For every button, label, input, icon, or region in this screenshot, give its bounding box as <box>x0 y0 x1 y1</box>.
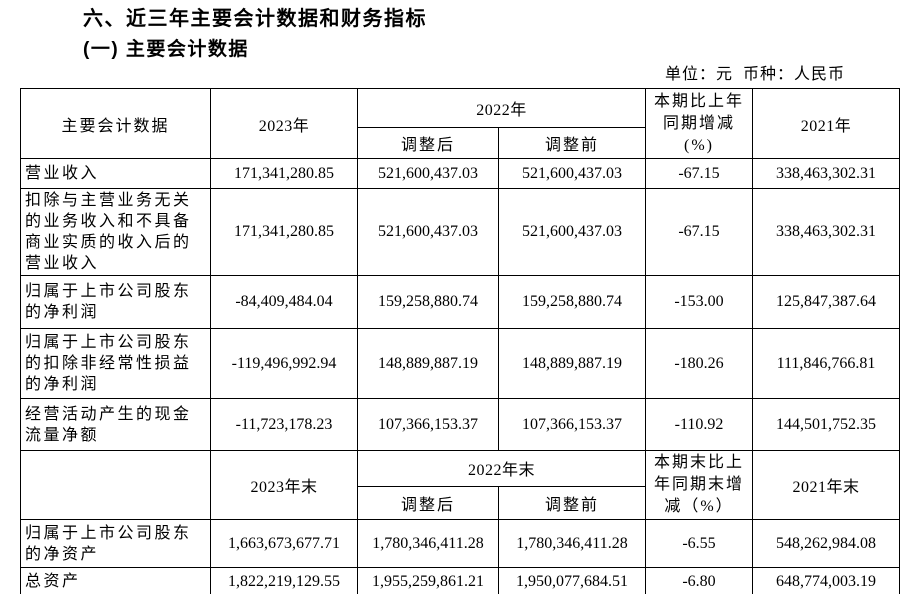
cell-change-pct: -180.26 <box>645 328 754 399</box>
cell-2022-adjusted-before: 1,950,077,684.51 <box>497 567 647 594</box>
column-header-2023-end: 2023年末 <box>210 450 358 520</box>
cell-2022-adjusted-after: 107,366,153.37 <box>357 398 499 451</box>
cell-change-pct: -153.00 <box>645 275 754 329</box>
table-row: 总资产 1,822,219,129.55 1,955,259,861.21 1,… <box>20 567 901 594</box>
column-header-adjusted-after: 调整后 <box>357 127 499 159</box>
section-subtitle: (一) 主要会计数据 <box>83 39 249 60</box>
cell-change-pct: -110.92 <box>645 398 754 451</box>
column-header-adjusted-after: 调整后 <box>357 485 499 521</box>
cell-2022-adjusted-after: 159,258,880.74 <box>357 275 499 329</box>
cell-metric-label: 归属于上市公司股东的净资产 <box>20 519 211 568</box>
cell-2021-value: 338,463,302.31 <box>752 188 901 276</box>
table-row: 归属于上市公司股东的净资产 1,663,673,677.71 1,780,346… <box>20 519 901 568</box>
cell-2021-value: 338,463,302.31 <box>752 158 901 189</box>
cell-2022-adjusted-before: 521,600,437.03 <box>497 188 647 276</box>
cell-2021-value: 548,262,984.08 <box>752 519 901 568</box>
cell-metric-label: 扣除与主营业务无关的业务收入和不具备商业实质的收入后的营业收入 <box>20 188 211 276</box>
table-header-row: 2023年末 2022年末 本期末比上 年同期末增 减（%） 2021年末 <box>20 450 901 520</box>
cell-2022-adjusted-after: 1,955,259,861.21 <box>357 567 499 594</box>
cell-2023-value: -11,723,178.23 <box>210 398 358 451</box>
cell-metric-label: 归属于上市公司股东的扣除非经常性损益的净利润 <box>20 328 211 399</box>
unit-note: 单位：元 币种：人民币 <box>664 66 845 83</box>
table-subheader-row: 调整后 调整前 <box>21 485 900 521</box>
column-header-adjusted-before: 调整前 <box>497 485 647 521</box>
cell-2021-value: 125,847,387.64 <box>752 275 901 329</box>
table-subheader-row: 调整后 调整前 <box>21 127 900 159</box>
cell-2022-adjusted-after: 521,600,437.03 <box>357 188 499 276</box>
cell-2023-value: 171,341,280.85 <box>210 188 358 276</box>
cell-change-pct: -6.55 <box>645 519 754 568</box>
cell-2023-value: -119,496,992.94 <box>210 328 358 399</box>
column-header-2022-end-group: 2022年末 <box>356 450 647 487</box>
cell-2023-value: 1,822,219,129.55 <box>210 567 358 594</box>
cell-2021-value: 144,501,752.35 <box>752 398 901 451</box>
column-header-metric: 主要会计数据 <box>20 88 211 159</box>
column-header-2021-end: 2021年末 <box>752 450 901 520</box>
cell-metric-label: 总资产 <box>20 567 211 594</box>
cell-2023-value: 171,341,280.85 <box>210 158 358 189</box>
cell-2021-value: 648,774,003.19 <box>752 567 901 594</box>
cell-metric-label: 经营活动产生的现金流量净额 <box>20 398 211 451</box>
column-header-empty <box>20 450 211 520</box>
cell-2022-adjusted-after: 521,600,437.03 <box>357 158 499 189</box>
cell-2022-adjusted-before: 521,600,437.03 <box>497 158 647 189</box>
cell-2023-value: -84,409,484.04 <box>210 275 358 329</box>
column-header-2023: 2023年 <box>210 88 358 159</box>
cell-metric-label: 归属于上市公司股东的净利润 <box>20 275 211 329</box>
cell-change-pct: -67.15 <box>645 188 754 276</box>
column-header-2021: 2021年 <box>752 88 901 159</box>
cell-2022-adjusted-before: 1,780,346,411.28 <box>497 519 647 568</box>
cell-2022-adjusted-before: 148,889,887.19 <box>497 328 647 399</box>
table-row: 归属于上市公司股东的净利润 -84,409,484.04 159,258,880… <box>20 275 901 329</box>
cell-2021-value: 111,846,766.81 <box>752 328 901 399</box>
table-header-row: 主要会计数据 2023年 2022年 本期比上年 同期增减 (%) 2021年 <box>20 88 901 159</box>
column-header-change-pct: 本期比上年 同期增减 (%) <box>645 88 754 159</box>
financial-table: 主要会计数据 2023年 2022年 本期比上年 同期增减 (%) 2021年 … <box>20 88 901 594</box>
cell-metric-label: 营业收入 <box>20 158 211 189</box>
table-row: 扣除与主营业务无关的业务收入和不具备商业实质的收入后的营业收入 171,341,… <box>20 188 901 276</box>
column-header-change-end-pct: 本期末比上 年同期末增 减（%） <box>645 450 754 520</box>
cell-2022-adjusted-after: 1,780,346,411.28 <box>357 519 499 568</box>
table-row: 经营活动产生的现金流量净额 -11,723,178.23 107,366,153… <box>20 398 901 451</box>
cell-change-pct: -6.80 <box>645 567 754 594</box>
table-row: 归属于上市公司股东的扣除非经常性损益的净利润 -119,496,992.94 1… <box>20 328 901 399</box>
column-header-adjusted-before: 调整前 <box>497 127 647 159</box>
column-header-2022-group: 2022年 <box>356 88 647 128</box>
cell-2022-adjusted-before: 159,258,880.74 <box>497 275 647 329</box>
table-row: 营业收入 171,341,280.85 521,600,437.03 521,6… <box>20 158 901 189</box>
page-title: 六、近三年主要会计数据和财务指标 <box>83 8 427 30</box>
cell-2023-value: 1,663,673,677.71 <box>210 519 358 568</box>
cell-2022-adjusted-before: 107,366,153.37 <box>497 398 647 451</box>
cell-change-pct: -67.15 <box>645 158 754 189</box>
cell-2022-adjusted-after: 148,889,887.19 <box>357 328 499 399</box>
